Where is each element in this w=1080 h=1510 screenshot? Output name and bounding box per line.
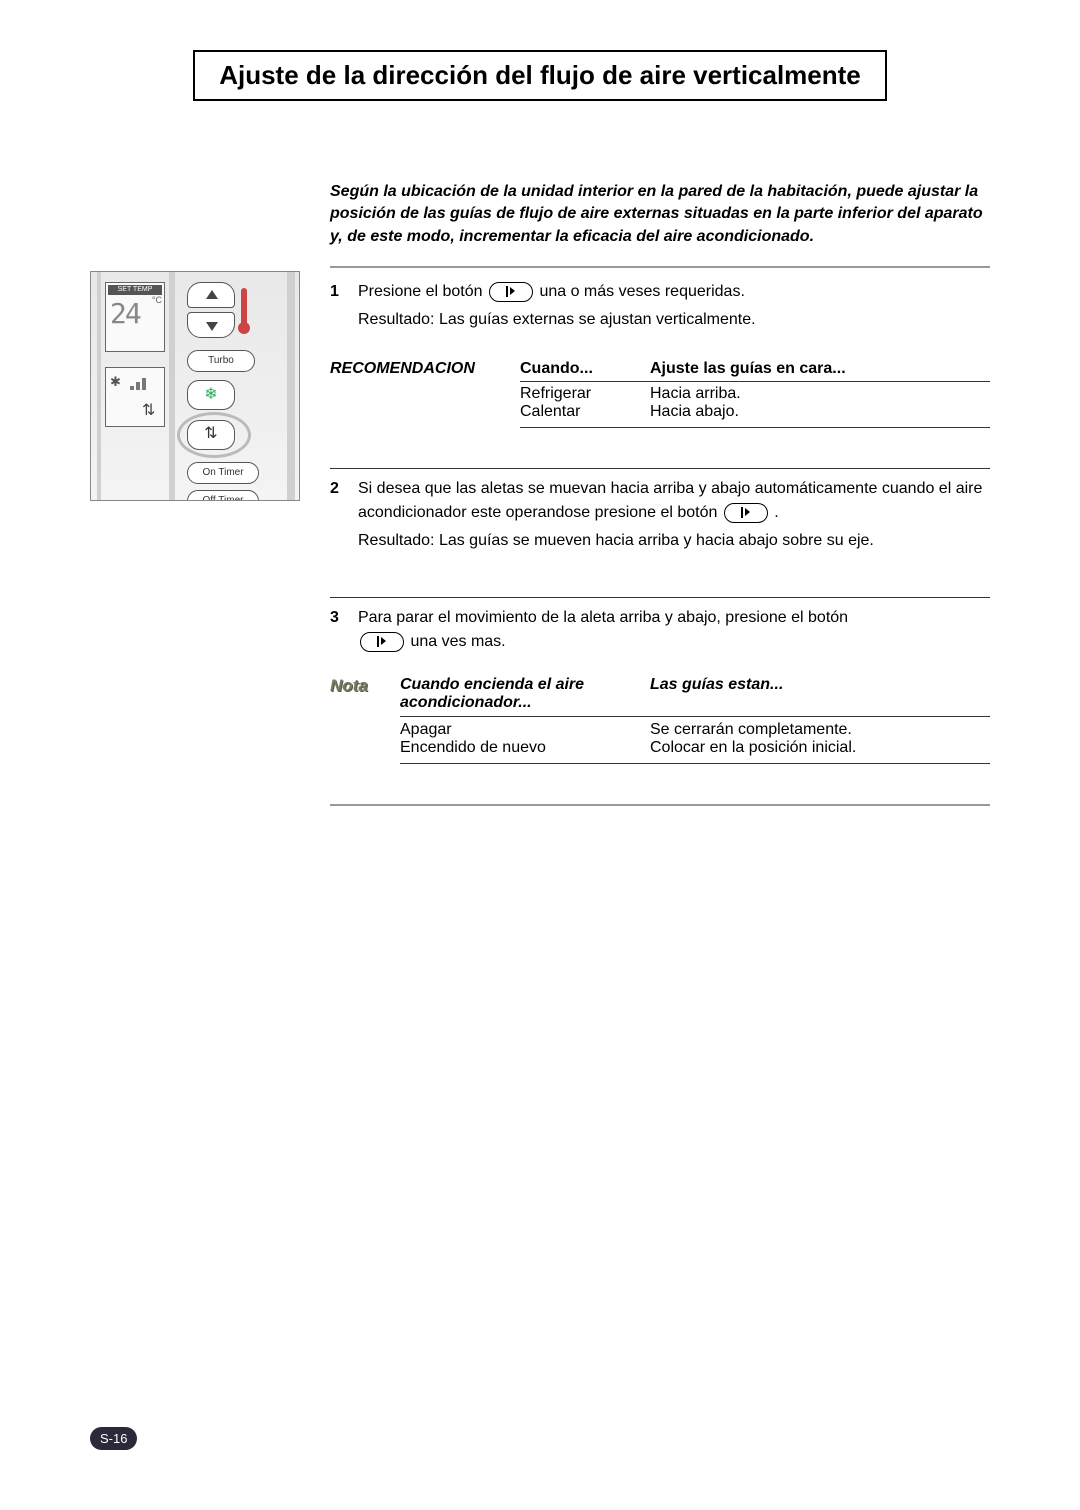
step-2-block: 2 Si desea que las aletas se muevan haci…: [330, 468, 990, 557]
table-row: Refrigerar Hacia arriba.: [520, 385, 990, 403]
table-row: Encendido de nuevo Colocar en la posició…: [400, 739, 990, 764]
step-number: 2: [330, 477, 344, 557]
fan-icon: ✱: [110, 374, 121, 390]
step-body: Si desea que las aletas se muevan hacia …: [358, 477, 990, 557]
step-number: 1: [330, 280, 344, 336]
nota-table: Cuando encienda el aire acondicionador..…: [400, 676, 990, 764]
step-1: 1 Presione el botón una o más veses requ…: [330, 280, 990, 336]
text-fragment: Si desea que las aletas se muevan hacia …: [358, 480, 982, 521]
step-3: 3 Para parar el movimiento de la aleta a…: [330, 606, 990, 658]
signal-bars-icon: [130, 378, 146, 390]
table-row: Apagar Se cerrarán completamente.: [400, 721, 990, 739]
table-cell: Colocar en la posición inicial.: [650, 739, 990, 757]
table-row: Calentar Hacia abajo.: [520, 403, 990, 428]
text-fragment: una o más veses requeridas.: [539, 283, 744, 300]
divider: [330, 266, 990, 268]
remote-strip: [97, 272, 101, 500]
step-result: Resultado: Las guías externas se ajustan…: [358, 308, 990, 332]
off-timer-button: Off Timer: [187, 490, 259, 501]
lcd-bottom: ✱ ⇅: [105, 367, 165, 427]
title-box: Ajuste de la dirección del flujo de aire…: [193, 50, 887, 101]
lcd-top: SET TEMP 24 °C: [105, 282, 165, 352]
step-text: Si desea que las aletas se muevan hacia …: [358, 477, 990, 525]
remote-strip: [169, 272, 175, 500]
remote-column: SET TEMP 24 °C ✱ ⇅ Turbo ❄ ⇅ On Timer Of…: [90, 181, 300, 818]
table-header: Ajuste las guías en cara...: [650, 360, 990, 378]
table-cell: Refrigerar: [520, 385, 650, 403]
turbo-button: Turbo: [187, 350, 255, 372]
set-temp-label: SET TEMP: [108, 285, 162, 295]
step-text: Para parar el movimiento de la aleta arr…: [358, 606, 990, 654]
nota-label: Nota: [330, 676, 380, 764]
step-number: 3: [330, 606, 344, 658]
remote-strip: [287, 272, 295, 500]
louver-icon: ⇅: [142, 400, 155, 420]
text-fragment: Para parar el movimiento de la aleta arr…: [358, 609, 848, 626]
swing-button-icon: [724, 503, 768, 523]
table-cell: Hacia arriba.: [650, 385, 990, 403]
table-cell: Calentar: [520, 403, 650, 421]
table-header: Cuando encienda el aire acondicionador..…: [400, 676, 650, 712]
step-result: Resultado: Las guías se mueven hacia arr…: [358, 529, 990, 553]
divider: [330, 597, 990, 598]
intro-text: Según la ubicación de la unidad interior…: [330, 181, 990, 248]
content-row: SET TEMP 24 °C ✱ ⇅ Turbo ❄ ⇅ On Timer Of…: [90, 181, 990, 818]
remote-illustration: SET TEMP 24 °C ✱ ⇅ Turbo ❄ ⇅ On Timer Of…: [90, 271, 300, 501]
recommendation-table: Cuando... Ajuste las guías en cara... Re…: [520, 360, 990, 428]
divider: [330, 468, 990, 469]
step-body: Presione el botón una o más veses requer…: [358, 280, 990, 336]
step-2: 2 Si desea que las aletas se muevan haci…: [330, 477, 990, 557]
table-cell: Se cerrarán completamente.: [650, 721, 990, 739]
page-title: Ajuste de la dirección del flujo de aire…: [219, 60, 861, 91]
swing-button: ⇅: [187, 420, 235, 450]
table-cell: Hacia abajo.: [650, 403, 990, 421]
recommendation-label: RECOMENDACION: [330, 360, 500, 428]
text-column: Según la ubicación de la unidad interior…: [330, 181, 990, 818]
temp-down-button: [187, 312, 235, 338]
text-fragment: Presione el botón: [358, 283, 487, 300]
table-header: Las guías estan...: [650, 676, 990, 712]
swing-button-icon: [360, 632, 404, 652]
table-cell: Apagar: [400, 721, 650, 739]
temp-digits: 24: [110, 297, 140, 330]
mode-button: ❄: [187, 380, 235, 410]
temp-up-button: [187, 282, 235, 308]
text-fragment: .: [774, 504, 778, 521]
manual-page: Ajuste de la dirección del flujo de aire…: [0, 0, 1080, 1510]
table-header-row: Cuando... Ajuste las guías en cara...: [520, 360, 990, 382]
step-body: Para parar el movimiento de la aleta arr…: [358, 606, 990, 658]
table-header-row: Cuando encienda el aire acondicionador..…: [400, 676, 990, 717]
nota-block: Nota Cuando encienda el aire acondiciona…: [330, 676, 990, 764]
page-number: S-16: [90, 1427, 137, 1450]
step-text: Presione el botón una o más veses requer…: [358, 280, 990, 304]
recommendation-block: RECOMENDACION Cuando... Ajuste las guías…: [330, 360, 990, 428]
swing-button-icon: [489, 282, 533, 302]
table-header: Cuando...: [520, 360, 650, 378]
step-3-block: 3 Para parar el movimiento de la aleta a…: [330, 597, 990, 658]
divider: [330, 804, 990, 806]
on-timer-button: On Timer: [187, 462, 259, 484]
deg-c: °C: [152, 295, 162, 305]
table-cell: Encendido de nuevo: [400, 739, 650, 757]
text-fragment: una ves mas.: [410, 633, 505, 650]
thermometer-icon: [241, 288, 247, 328]
